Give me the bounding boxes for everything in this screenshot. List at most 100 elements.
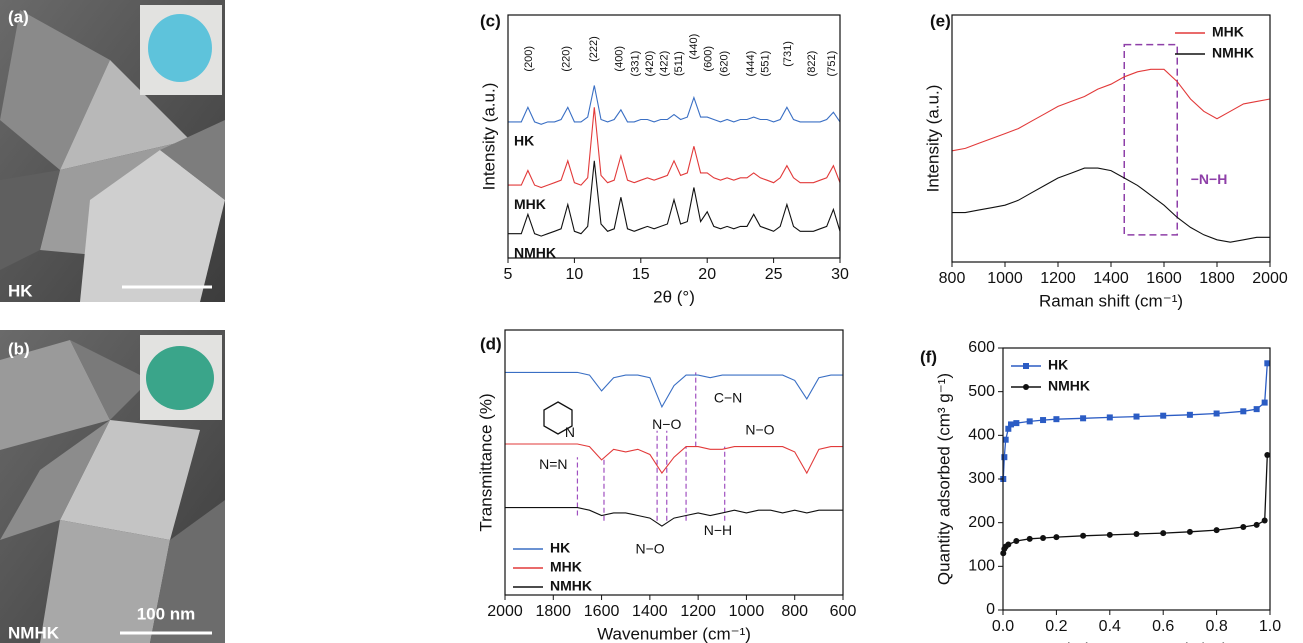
annotation: (751) <box>826 51 838 77</box>
series-line <box>505 371 843 409</box>
sample-label: HK <box>8 281 33 300</box>
legend-label: NMHK <box>1212 45 1254 61</box>
marker <box>1213 410 1220 417</box>
marker <box>1040 534 1047 541</box>
y-axis-title: Quantity adsorbed (cm³ g⁻¹) <box>934 373 953 585</box>
plot-frame <box>504 329 844 596</box>
x-tick-label: 1400 <box>632 603 668 620</box>
x-tick-label: 0.2 <box>1045 618 1067 635</box>
x-tick-label: 1000 <box>987 270 1023 287</box>
panel-label: (e) <box>930 11 951 30</box>
series-label: NMHK <box>514 244 556 260</box>
x-tick-label: 2000 <box>487 603 523 620</box>
marker <box>1160 412 1167 419</box>
marker <box>1080 415 1087 422</box>
series-line <box>505 443 843 475</box>
marker <box>1008 421 1015 428</box>
marker <box>1053 416 1060 423</box>
x-tick-label: 25 <box>765 266 783 283</box>
x-axis-title: Relative pressure (P/P₀) <box>1045 639 1228 643</box>
x-tick-label: 0.4 <box>1099 618 1121 635</box>
annotation: (200) <box>523 46 535 72</box>
x-tick-label: 800 <box>939 270 966 287</box>
x-tick-label: 0.0 <box>992 618 1014 635</box>
series-line <box>505 507 843 527</box>
legend-label: NMHK <box>550 578 592 594</box>
x-axis-title: 2θ (°) <box>653 287 695 306</box>
annotation: C−N <box>714 390 742 406</box>
annotation: (731) <box>782 41 794 67</box>
sem-image-a <box>0 0 225 302</box>
marker <box>1240 408 1247 415</box>
x-tick-label: 2000 <box>1252 270 1288 287</box>
marker <box>1240 524 1247 531</box>
highlight-box <box>1123 43 1178 236</box>
annotation: (444) <box>745 51 757 77</box>
marker <box>1106 414 1113 421</box>
series-label: MHK <box>514 196 546 212</box>
x-tick-label: 20 <box>698 266 716 283</box>
marker <box>1261 517 1268 524</box>
plot-frame <box>1002 347 1271 611</box>
annotation: (511) <box>673 51 685 76</box>
x-tick-label: 1.0 <box>1259 618 1281 635</box>
x-tick-label: 1600 <box>584 603 620 620</box>
legend-marker <box>1023 363 1029 369</box>
y-tick-label: 200 <box>968 514 995 531</box>
annotation: (331) <box>629 51 641 77</box>
x-tick-label: 0.6 <box>1152 618 1174 635</box>
panel-label: (c) <box>480 11 501 30</box>
marker <box>1264 360 1271 367</box>
marker <box>1080 532 1087 539</box>
scale-bar-label: 100 nm <box>137 604 196 623</box>
annotation: N=N <box>539 456 567 472</box>
marker <box>1001 454 1008 461</box>
y-axis-title: Intensity (a.u.) <box>923 85 942 193</box>
series-label: HK <box>514 133 534 149</box>
plot-frame <box>507 14 841 259</box>
annotation: (551) <box>760 51 772 77</box>
marker <box>1002 436 1009 443</box>
legend-label: HK <box>1048 357 1068 373</box>
series-line <box>508 107 841 189</box>
x-tick-label: 1200 <box>680 603 716 620</box>
x-tick-label: 10 <box>566 266 584 283</box>
x-tick-label: 1800 <box>1199 270 1235 287</box>
annotation: −N−H <box>1191 171 1228 187</box>
y-axis-title: Transmittance (%) <box>476 393 495 531</box>
annotation: (440) <box>688 34 700 60</box>
marker <box>1264 451 1271 458</box>
marker <box>1053 534 1060 541</box>
y-tick-label: 400 <box>968 427 995 444</box>
y-tick-label: 300 <box>968 470 995 487</box>
annotation: (222) <box>588 36 600 62</box>
y-tick-label: 500 <box>968 383 995 400</box>
x-tick-label: 1200 <box>1040 270 1076 287</box>
legend-label: HK <box>550 540 570 556</box>
x-axis-title: Wavenumber (cm⁻¹) <box>597 624 751 643</box>
marker <box>1186 528 1193 535</box>
x-tick-label: 1400 <box>1093 270 1129 287</box>
marker <box>1106 531 1113 538</box>
pyridine-icon <box>543 401 573 435</box>
x-tick-label: 0.8 <box>1205 618 1227 635</box>
legend-label: NMHK <box>1048 378 1090 394</box>
annotation: (220) <box>560 46 572 72</box>
marker <box>1133 413 1140 420</box>
panel-label: (d) <box>480 334 502 353</box>
marker <box>1253 406 1260 413</box>
sem-image-b <box>0 330 225 643</box>
marker <box>1013 538 1020 545</box>
legend-marker <box>1023 384 1029 390</box>
marker <box>1005 541 1012 548</box>
annotation: N−H <box>704 522 732 538</box>
annotation: N−O <box>636 541 665 557</box>
series-line <box>951 68 1271 152</box>
legend-label: MHK <box>550 559 582 575</box>
x-tick-label: 1000 <box>729 603 765 620</box>
marker <box>1160 530 1167 537</box>
y-tick-label: 100 <box>968 558 995 575</box>
annotation: (400) <box>613 46 625 72</box>
